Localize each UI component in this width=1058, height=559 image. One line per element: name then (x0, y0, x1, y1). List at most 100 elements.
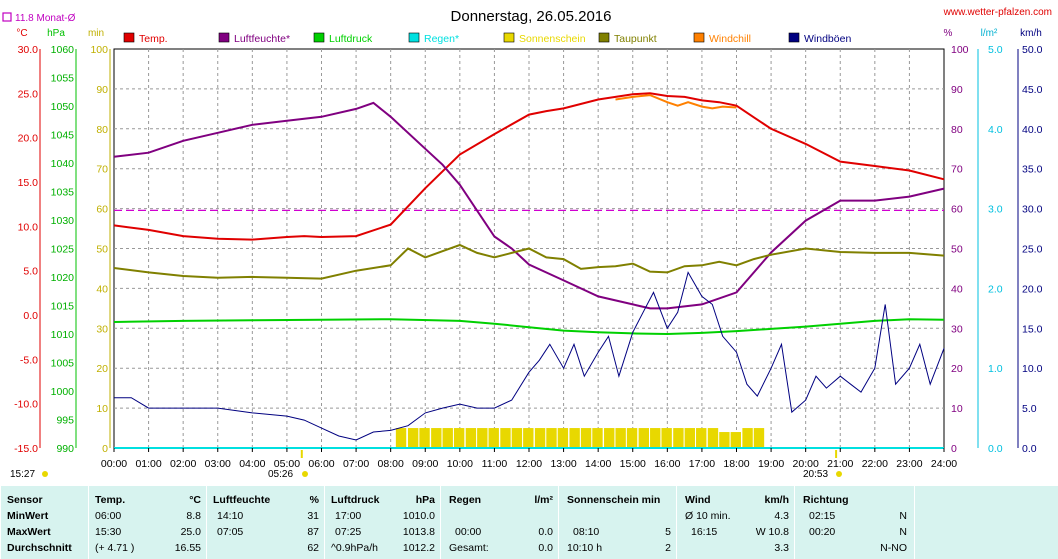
current-sun-icon (42, 471, 48, 477)
unit-temp: °C (16, 28, 27, 39)
col-empty (914, 486, 1058, 559)
legend-swatch (123, 32, 135, 43)
hum-unit: % (309, 494, 319, 506)
row-label-max: MaxWert (7, 526, 51, 538)
dir-min-value: N (899, 510, 907, 522)
x-tick-label: 01:00 (135, 458, 161, 470)
x-tick-label: 06:00 (308, 458, 334, 470)
x-tick-label: 18:00 (723, 458, 749, 470)
sunshine-bar (523, 428, 534, 448)
dir-avg-value: N-NO (880, 542, 907, 554)
hpa-tick-label: 1055 (51, 73, 75, 85)
current-time: 15:27 (10, 469, 35, 480)
min-tick-label: 80 (96, 124, 108, 136)
hpa-tick-label: 1010 (51, 329, 75, 341)
x-tick-label: 21:00 (827, 458, 853, 470)
rain-total-label: Gesamt: (449, 542, 489, 554)
legend-label: Taupunkt (614, 33, 657, 45)
x-tick-label: 20:00 (793, 458, 819, 470)
x-tick-label: 04:00 (239, 458, 265, 470)
sunshine-bar (465, 428, 477, 448)
sunshine-bar (592, 428, 603, 448)
press-min-value: 1010.0 (402, 510, 435, 522)
unit-hpa: hPa (47, 28, 65, 39)
legend-label: Sonnenschein (519, 33, 586, 45)
x-tick-label: 07:00 (343, 458, 369, 470)
series-taupunkt (113, 243, 945, 280)
legend-swatch (408, 32, 420, 43)
pct-tick-label: 10 (951, 403, 963, 415)
press-avg-value: 1012.2 (402, 542, 435, 554)
unit-kmh: km/h (1020, 28, 1042, 39)
temp-avg-value: 16.55 (174, 542, 201, 554)
sun-avg-value: 2 (665, 542, 671, 554)
sunshine-bar (453, 428, 465, 448)
hpa-tick-label: 1025 (51, 244, 75, 256)
pct-tick-label: 60 (951, 204, 963, 216)
hpa-tick-label: 1045 (51, 130, 75, 142)
wind-avg10-value: 4.3 (774, 510, 789, 522)
sunshine-bar (753, 428, 765, 448)
temp-tick-label: 10.0 (18, 221, 39, 233)
hpa-tick-label: 1000 (51, 386, 75, 398)
temp-tick-label: 15.0 (18, 177, 39, 189)
kmh-tick-label: 5.0 (1022, 403, 1037, 415)
rain-max-value: 0.0 (538, 526, 553, 538)
x-tick-label: 13:00 (550, 458, 576, 470)
kmh-tick-label: 15.0 (1022, 323, 1043, 335)
col-direction: Richtung 02:15 N 00:20 N N-NO (794, 486, 915, 559)
legend-swatch (313, 32, 325, 43)
col-rain: Regen l/m² 00:00 0.0 Gesamt: 0.0 (440, 486, 559, 559)
x-tick-label: 09:00 (412, 458, 438, 470)
rain-head: Regen (449, 494, 482, 506)
kmh-tick-label: 45.0 (1022, 84, 1043, 96)
sunset-time: 20:53 (803, 469, 828, 480)
wind-max-value: W 10.8 (755, 526, 789, 538)
weather-chart: 00:00 01:00 02:00 03:00 04:00 05:00 06:00 07:00… (2, 7, 1052, 480)
pct-tick-label: 70 (951, 164, 963, 176)
legend-swatch (503, 32, 515, 43)
sunshine-bar (557, 428, 569, 448)
pct-tick-label: 0 (951, 443, 957, 455)
wind-unit: km/h (764, 494, 789, 506)
unit-min: min (88, 28, 104, 39)
row-label-avg: Durchschnitt (7, 542, 72, 554)
min-tick-label: 30 (96, 323, 108, 335)
pct-tick-label: 50 (951, 244, 963, 256)
x-tick-label: 17:00 (689, 458, 715, 470)
x-tick-label: 12:00 (516, 458, 542, 470)
press-trend: ^0.9hPa/h (331, 542, 378, 554)
legend-swatch (693, 32, 705, 43)
hum-max-time: 07:05 (217, 526, 244, 538)
temp-head: Temp. (95, 494, 126, 506)
site-link[interactable]: www.wetter-pfalzen.com (943, 7, 1052, 18)
col-temp: Temp. °C 06:00 8.8 15:30 25.0 (+ 4.71 ) … (88, 486, 207, 559)
min-tick-label: 70 (96, 164, 108, 176)
hum-avg-value: 62 (307, 542, 319, 554)
press-head: Luftdruck (331, 494, 380, 506)
sunshine-bar (719, 432, 730, 448)
x-tick-label: 10:00 (447, 458, 473, 470)
col-sunshine: Sonnenschein min 08:10 5 10:10 h 2 (558, 486, 677, 559)
hum-min-value: 31 (307, 510, 319, 522)
x-tick-label: 23:00 (896, 458, 922, 470)
wind-daily-avg: 3.3 (774, 542, 789, 554)
min-tick-label: 40 (96, 283, 108, 295)
temp-avg-note: (+ 4.71 ) (95, 542, 135, 554)
pct-tick-label: 100 (951, 44, 969, 56)
min-tick-label: 60 (96, 204, 108, 216)
hpa-tick-label: 1020 (51, 272, 75, 284)
pct-tick-label: 80 (951, 124, 963, 136)
rain-total-value: 0.0 (538, 542, 553, 554)
rain-tick-label: 1.0 (988, 363, 1003, 375)
legend-label: Regen* (424, 33, 459, 45)
chart-title: Donnerstag, 26.05.2016 (451, 8, 612, 25)
series-temp (113, 92, 945, 241)
temp-tick-label: 20.0 (18, 133, 39, 145)
sunshine-bar (673, 428, 684, 448)
legend-label: Windböen (804, 33, 851, 45)
col-wind: Wind km/h Ø 10 min. 4.3 16:15 W 10.8 3.3 (676, 486, 795, 559)
sun-total: 10:10 h (567, 542, 603, 554)
sunshine-bar (442, 428, 453, 448)
sunshine-bar (604, 428, 615, 448)
